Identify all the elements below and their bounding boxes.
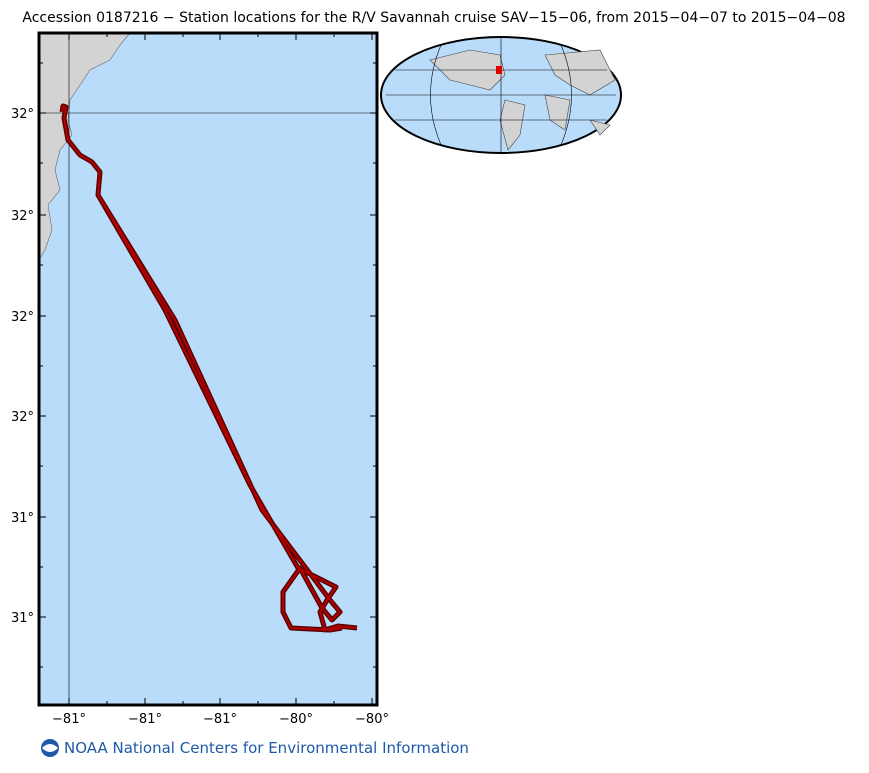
x-tick-label: −81° <box>203 712 237 727</box>
map-frame <box>37 31 379 707</box>
y-tick-label: 32° <box>11 410 34 425</box>
noaa-logo-bird <box>42 744 58 752</box>
title: Accession 0187216 − Station locations fo… <box>22 10 845 26</box>
x-tick-label: −80° <box>355 712 389 727</box>
x-tick-label: −81° <box>128 712 162 727</box>
footer-text: NOAA National Centers for Environmental … <box>64 739 469 757</box>
cruise-track <box>61 105 358 631</box>
ocean <box>39 33 377 705</box>
y-tick-label: 32° <box>11 209 34 224</box>
land <box>38 32 131 262</box>
y-tick-label: 31° <box>11 511 34 526</box>
footer: NOAA National Centers for Environmental … <box>41 739 469 757</box>
y-tick-label: 32° <box>11 310 34 325</box>
x-tick-label: −81° <box>52 712 86 727</box>
graticule <box>386 37 616 153</box>
y-tick-label: 32° <box>11 107 34 122</box>
globe-inset <box>380 36 622 154</box>
area-marker <box>496 66 502 74</box>
x-tick-label: −80° <box>279 712 313 727</box>
ticks: 32° 32° 32° 32° 31° 31° −81° −81° −81° −80° −80° <box>11 33 389 727</box>
y-tick-label: 31° <box>11 611 34 626</box>
main-map: 32° 32° 32° 32° 31° 31° −81° −81° −81° −80° −80° <box>11 31 389 727</box>
